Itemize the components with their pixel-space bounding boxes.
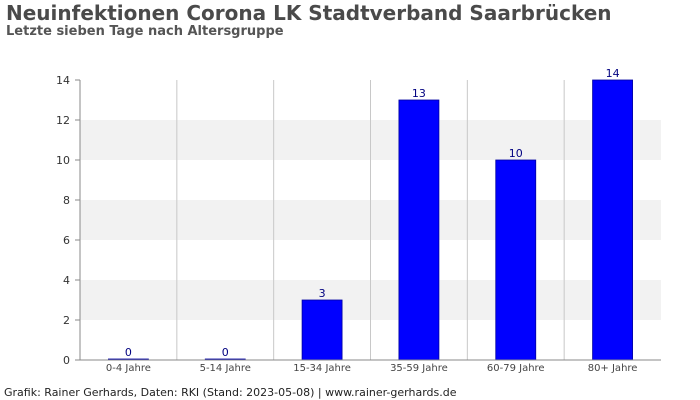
bars (108, 79, 633, 361)
bar-value-label: 14 (606, 67, 620, 80)
source-credit: Grafik: Rainer Gerhards, Daten: RKI (Sta… (4, 386, 457, 399)
x-axis: 0-4 Jahre 5-14 Jahre 15-34 Jahre 35-59 Jahr… (80, 359, 661, 374)
value-labels: 0 0 3 13 10 14 (125, 67, 620, 359)
x-tick-label: 60-79 Jahre (487, 363, 545, 374)
y-tick-label: 0 (63, 354, 70, 367)
bar (495, 159, 537, 361)
x-tick-label: 35-59 Jahre (390, 363, 448, 374)
y-tick-label: 4 (63, 274, 70, 287)
bar-value-label: 10 (509, 147, 523, 160)
bar (398, 99, 440, 361)
bar (301, 299, 343, 361)
y-tick-label: 12 (56, 114, 70, 127)
x-tick-label: 80+ Jahre (588, 363, 638, 374)
x-tick-label: 0-4 Jahre (106, 363, 151, 374)
y-tick-label: 6 (63, 234, 70, 247)
y-axis: 0 2 4 6 8 10 12 14 (56, 74, 81, 367)
x-tick-label: 5-14 Jahre (200, 363, 251, 374)
bar-value-label: 0 (222, 346, 229, 359)
bar-value-label: 0 (125, 346, 132, 359)
bar-value-label: 13 (412, 87, 426, 100)
chart-subtitle: Letzte sieben Tage nach Altersgruppe (6, 24, 284, 39)
bar-value-label: 3 (319, 287, 326, 300)
x-tick-label: 15-34 Jahre (293, 363, 351, 374)
chart-title: Neuinfektionen Corona LK Stadtverband Sa… (6, 1, 612, 25)
vertical-gridlines (176, 80, 565, 360)
y-tick-label: 14 (56, 74, 70, 87)
bar (592, 79, 633, 361)
y-tick-label: 8 (63, 194, 70, 207)
y-tick-label: 10 (56, 154, 70, 167)
y-tick-label: 2 (63, 314, 70, 327)
